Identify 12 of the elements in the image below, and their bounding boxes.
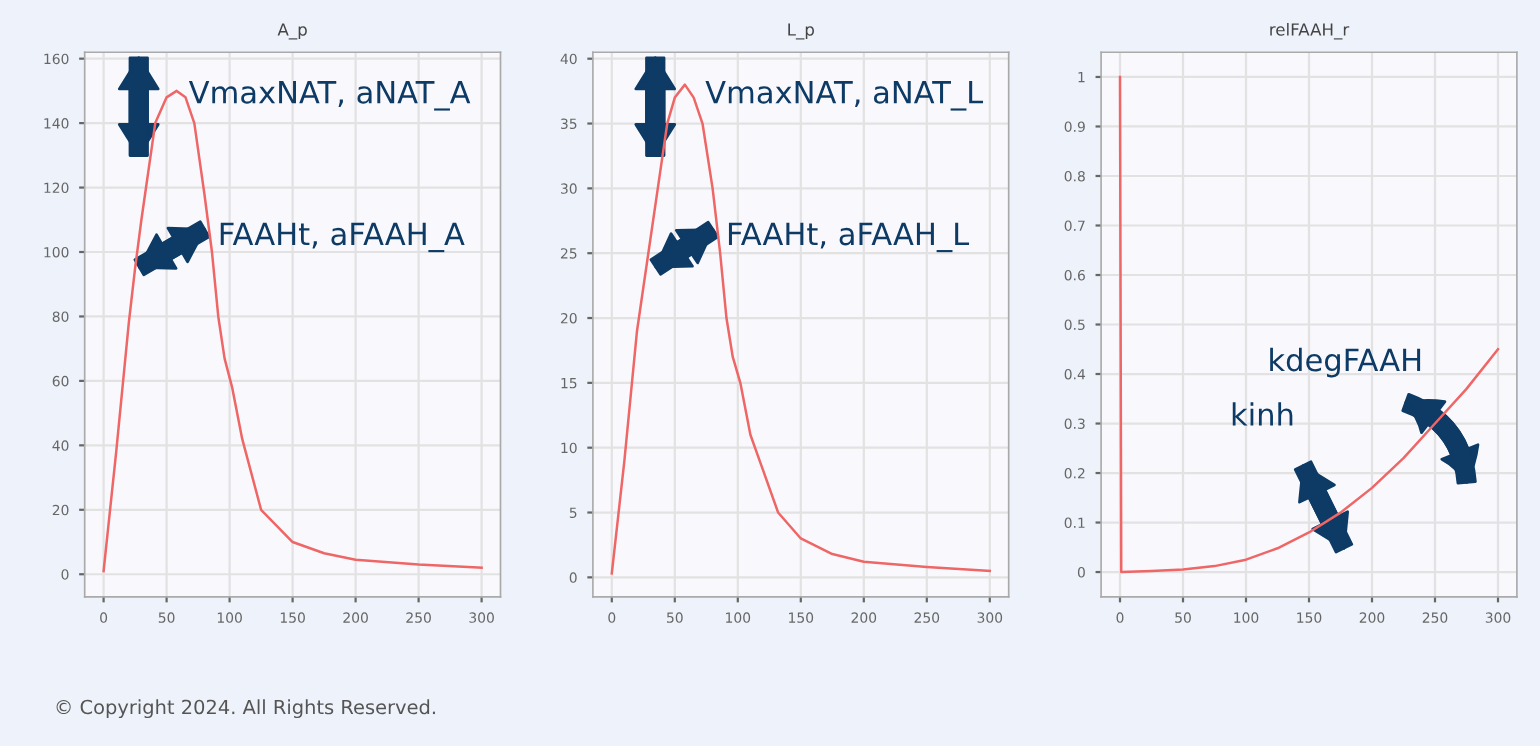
text: © Copyright 2024. All Rights Reserved.: [56, 699, 435, 719]
chart-title: A_p: [277, 23, 307, 40]
annotation: kinh: [1232, 402, 1293, 426]
annotation: FAAHt, aFAAH_L: [728, 222, 970, 253]
annotation: VmaxNAT, aNAT_A: [188, 81, 471, 111]
line-series: [1118, 75, 1500, 574]
annotation: kdegFAAH: [1270, 347, 1421, 378]
chart-title: L_p: [788, 23, 814, 40]
line-series: [610, 83, 992, 575]
annotation: FAAHt, aFAAH_A: [220, 222, 465, 253]
chart-title: relFAAH_r: [1270, 22, 1350, 40]
annotation: VmaxNAT, aNAT_L: [705, 81, 984, 111]
